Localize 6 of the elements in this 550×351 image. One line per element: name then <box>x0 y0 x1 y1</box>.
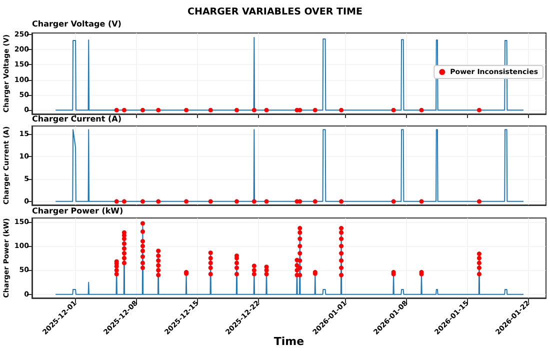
chart-subtitle: Charger Voltage (V) <box>32 20 122 28</box>
line-series <box>55 222 524 295</box>
chart-title: CHARGER VARIABLES OVER TIME <box>188 6 362 18</box>
chart-title: Charger Power (kW) <box>32 206 124 216</box>
x-axis-title: Time <box>274 335 304 348</box>
chart-title: Charger Current (A) <box>32 114 122 124</box>
